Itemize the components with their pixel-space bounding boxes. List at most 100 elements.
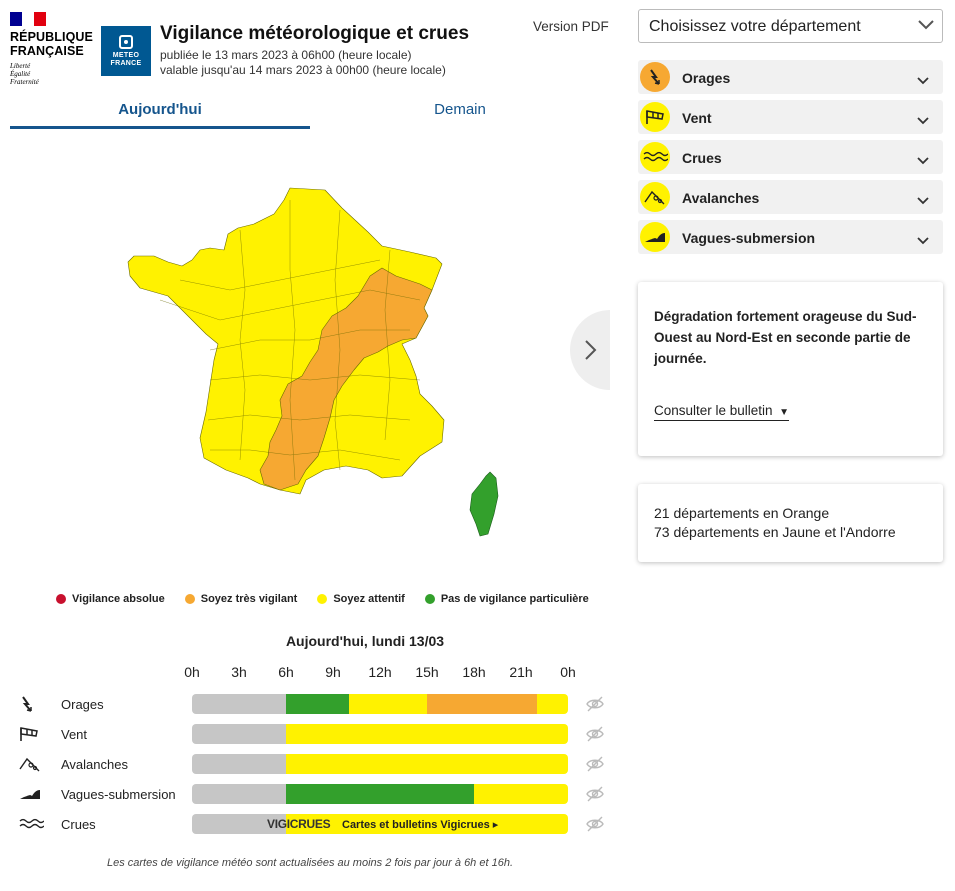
eye-off-icon[interactable] — [585, 816, 605, 837]
french-flag-icon — [10, 12, 46, 26]
timeline-hour-label: 0h — [560, 664, 576, 680]
waves-icon — [640, 222, 670, 252]
legend-item: Soyez très vigilant — [184, 593, 297, 605]
timeline-row-label: Vent — [61, 727, 88, 742]
eye-off-icon[interactable] — [585, 726, 605, 747]
footnote: Les cartes de vigilance météo sont actua… — [106, 857, 513, 869]
meteo-france-icon — [119, 34, 133, 49]
orange-zone[interactable] — [259, 267, 433, 491]
yellow-count: 73 départements en Jaune et l'Andorre — [654, 524, 896, 540]
tab-today[interactable]: Aujourd'hui — [118, 101, 202, 118]
valid-until-date: valable jusqu'au 14 mars 2023 à 00h00 (h… — [160, 63, 446, 77]
lightning-icon — [640, 62, 670, 92]
republic-name-line2: FRANÇAISE — [10, 44, 84, 58]
chevron-down-icon — [918, 20, 934, 30]
meteo-france-logo[interactable]: METEO FRANCE — [101, 26, 151, 76]
timeline-segment-yellow — [286, 724, 568, 744]
flood-icon — [18, 814, 48, 834]
avalanche-icon — [18, 754, 48, 774]
consult-bulletin-link[interactable]: Consulter le bulletin ▼ — [654, 403, 790, 421]
legend-dot — [317, 594, 328, 604]
department-select[interactable]: Choisissez votre département — [638, 9, 943, 43]
motto-egalite: Égalité — [10, 70, 31, 78]
timeline-row-crues: Crues VIGICRUES Cartes et bulletins Vigicr… — [18, 814, 618, 834]
timeline-hour-label: 9h — [325, 664, 341, 680]
eye-off-icon[interactable] — [585, 756, 605, 777]
timeline-segment-none — [192, 694, 286, 714]
timeline-row-orages: Orages — [18, 694, 618, 714]
timeline-hour-label: 0h — [184, 664, 200, 680]
timeline-row-label: Vagues-submersion — [61, 787, 176, 802]
tab-tomorrow[interactable]: Demain — [434, 101, 486, 118]
page-title: Vigilance météorologique et crues — [160, 23, 470, 44]
vigilance-map[interactable] — [120, 180, 510, 550]
timeline-row-vagues-submersion: Vagues-submersion — [18, 784, 618, 804]
timeline-row-label: Crues — [61, 817, 96, 832]
hazard-label: Orages — [682, 70, 731, 86]
timeline-row-avalanches: Avalanches — [18, 754, 618, 774]
vigicrues-link[interactable]: Cartes et bulletins Vigicrues ▸ — [342, 818, 499, 831]
timeline-segment-green — [286, 694, 349, 714]
timeline-row-label: Orages — [61, 697, 104, 712]
timeline-bar[interactable] — [192, 784, 568, 804]
pdf-version-link[interactable]: Version PDF — [533, 19, 609, 34]
hazard-item-crues[interactable]: Crues — [638, 140, 943, 174]
timeline-segment-green — [286, 784, 474, 804]
orange-count: 21 départements en Orange — [654, 505, 830, 521]
timeline-row-label: Avalanches — [61, 757, 128, 772]
timeline-segment-yellow — [536, 694, 568, 714]
timeline-bar[interactable] — [192, 754, 568, 774]
bulletin-summary: Dégradation fortement orageuse du Sud-Ou… — [654, 309, 917, 366]
timeline-row-vent: Vent — [18, 724, 618, 744]
timeline-bar[interactable] — [192, 724, 568, 744]
timeline-bar[interactable] — [192, 694, 568, 714]
timeline-hour-label: 21h — [509, 664, 533, 680]
chevron-down-icon — [917, 232, 929, 250]
republic-name-line1: RÉPUBLIQUE — [10, 30, 93, 44]
windsock-icon — [18, 724, 48, 744]
timeline-hours: 0h 3h 6h 9h 12h 15h 18h 21h 0h — [0, 664, 700, 682]
corsica[interactable] — [469, 471, 499, 537]
hazard-label: Vagues-submersion — [682, 230, 816, 246]
timeline-segment-none — [192, 814, 286, 834]
chevron-down-icon — [917, 112, 929, 130]
caret-down-icon: ▼ — [776, 407, 790, 418]
chevron-down-icon — [917, 72, 929, 90]
timeline-segment-yellow — [286, 814, 568, 834]
timeline-segment-none — [192, 784, 286, 804]
hazard-item-orages[interactable]: Orages — [638, 60, 943, 94]
timeline-segment-none — [192, 724, 286, 744]
legend-item: Soyez attentif — [317, 593, 405, 605]
timeline-segment-orange — [426, 694, 537, 714]
legend-item: Pas de vigilance particulière — [424, 593, 589, 605]
chevron-down-icon — [917, 192, 929, 210]
legend-dot — [184, 594, 195, 604]
hazard-item-avalanches[interactable]: Avalanches — [638, 180, 943, 214]
motto-liberte: Liberté — [10, 62, 31, 70]
windsock-icon — [640, 102, 670, 132]
timeline-hour-label: 12h — [368, 664, 392, 680]
published-date: publiée le 13 mars 2023 à 06h00 (heure l… — [160, 48, 412, 62]
timeline-segment-yellow — [348, 694, 427, 714]
timeline-segment-yellow — [286, 754, 568, 774]
hazard-item-vagues-submersion[interactable]: Vagues-submersion — [638, 220, 943, 254]
timeline-hour-label: 18h — [462, 664, 486, 680]
timeline-hour-label: 15h — [415, 664, 439, 680]
chevron-right-icon — [585, 340, 597, 360]
hazard-item-vent[interactable]: Vent — [638, 100, 943, 134]
timeline-title: Aujourd'hui, lundi 13/03 — [285, 633, 445, 649]
avalanche-icon — [640, 182, 670, 212]
waves-icon — [18, 784, 48, 804]
bulletin-card: Dégradation fortement orageuse du Sud-Ou… — [638, 282, 943, 456]
mf-logo-line2: FRANCE — [110, 59, 142, 67]
legend-item: Vigilance absolue — [56, 593, 165, 605]
flood-icon — [640, 142, 670, 172]
timeline-hour-label: 3h — [231, 664, 247, 680]
hazard-label: Vent — [682, 110, 712, 126]
timeline-segment-yellow — [474, 784, 568, 804]
timeline-bar[interactable]: VIGICRUES Cartes et bulletins Vigicrues ▸ — [192, 814, 568, 834]
eye-off-icon[interactable] — [585, 786, 605, 807]
eye-off-icon[interactable] — [585, 696, 605, 717]
counts-card: 21 départements en Orange 73 département… — [638, 484, 943, 562]
mf-logo-line1: METEO — [112, 51, 140, 59]
